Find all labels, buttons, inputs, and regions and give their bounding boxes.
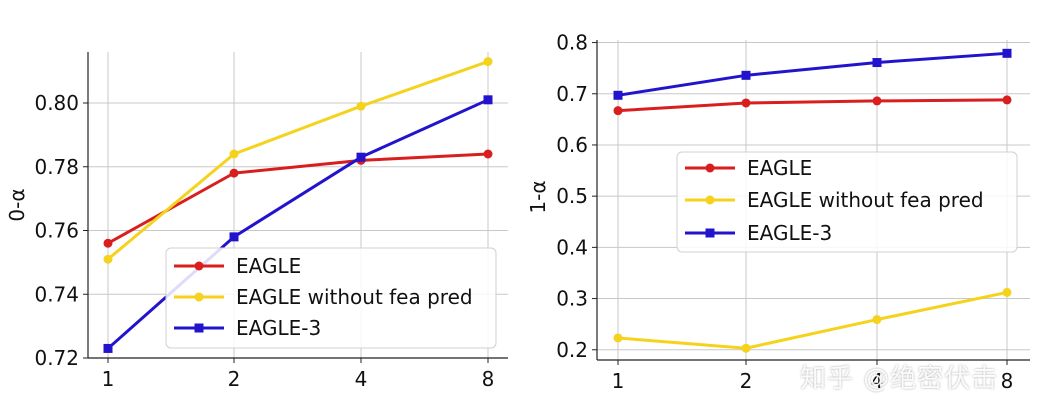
y-tick-label: 0.3 [556,287,588,311]
legend: EAGLE EAGLE without fea pred EAGLE-3 [676,151,1018,253]
data-point [1002,287,1012,297]
y-tick-label: 0.7 [556,82,588,106]
data-point [613,90,623,100]
legend-label: EAGLE-3 [236,316,321,340]
y-tick-label: 0.80 [34,91,79,115]
data-point [613,333,623,343]
legend-label: EAGLE [236,254,301,278]
legend-label: EAGLE [747,156,812,180]
series-1 [103,149,493,248]
legend-marker [194,323,204,333]
x-tick-label: 2 [740,369,753,393]
x-tick-label: 8 [1001,369,1014,393]
data-point [229,149,239,159]
series-line [107,152,489,245]
data-point [872,58,882,68]
data-point [483,149,493,159]
legend-marker [705,163,715,173]
legend-marker [705,228,715,238]
data-point [356,152,366,162]
legend-label: EAGLE without fea pred [236,285,473,309]
legend: EAGLE EAGLE without fea pred EAGLE-3 [165,247,497,349]
data-point [229,232,239,242]
x-tick-label: 4 [871,369,884,393]
data-point [103,238,113,248]
y-tick-label: 0.78 [34,155,79,179]
y-axis-label: 0-α [5,188,29,221]
y-tick-label: 0.2 [556,338,588,362]
data-point [1002,95,1012,105]
y-tick-label: 0.5 [556,184,588,208]
data-point [483,57,493,67]
series-line [617,51,1008,97]
data-point [103,343,113,353]
chart-panel-1: 0.72 0.74 0.76 0.78 0.80 1 2 4 8 0-α EAGLE EAGLE wi… [5,52,508,391]
chart-panel-2: 0.2 0.3 0.4 0.5 0.6 0.7 0.8 1 2 4 8 1-α EAGLE EAGLE w… [526,31,1030,393]
legend-marker [705,195,715,205]
series-3 [613,48,1012,100]
y-tick-label: 0.4 [556,235,588,259]
series-line [617,98,1008,113]
y-tick-label: 0.6 [556,133,588,157]
y-tick-label: 0.74 [34,282,79,306]
data-point [741,343,751,353]
y-tick-label: 0.76 [34,219,79,243]
x-tick-label: 1 [612,369,625,393]
data-point [741,98,751,108]
series-2 [613,287,1012,353]
legend-marker [194,261,204,271]
data-point [872,315,882,325]
data-point [483,95,493,105]
watermark-text: 知乎 @绝密伏击 [800,364,999,394]
x-tick-label: 8 [482,367,495,391]
series-2 [103,57,493,264]
series-line [107,60,489,261]
y-tick-label: 0.72 [34,346,79,370]
data-point [1002,48,1012,58]
legend-box [676,151,1018,253]
legend-label: EAGLE-3 [747,221,832,245]
data-point [103,254,113,264]
y-tick-label: 0.8 [556,31,588,55]
x-tick-label: 2 [228,367,241,391]
legend-label: EAGLE without fea pred [747,188,984,212]
x-tick-label: 4 [355,367,368,391]
legend-marker [194,292,204,302]
series-1 [613,95,1012,116]
legend-box [165,247,497,349]
data-point [229,168,239,178]
series-line [617,290,1008,350]
data-point [741,70,751,80]
y-axis-label: 1-α [526,180,550,213]
data-point [356,101,366,111]
data-point [613,106,623,116]
data-point [872,96,882,106]
x-tick-label: 1 [102,367,115,391]
